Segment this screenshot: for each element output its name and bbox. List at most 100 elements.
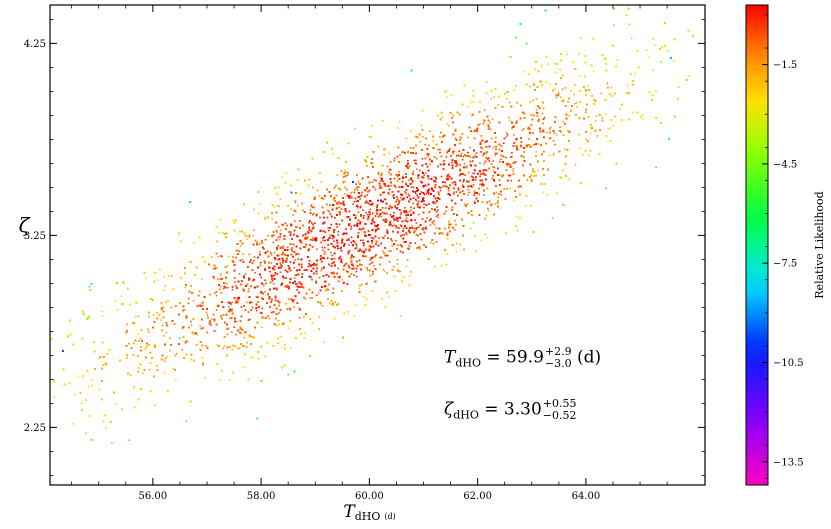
- scatter-point: [660, 122, 662, 124]
- scatter-point: [605, 188, 607, 190]
- scatter-point: [532, 170, 534, 172]
- scatter-point: [528, 73, 530, 75]
- scatter-point: [450, 112, 452, 114]
- scatter-point: [580, 101, 582, 103]
- scatter-point: [595, 130, 597, 132]
- scatter-point: [560, 60, 562, 62]
- scatter-point: [585, 94, 587, 96]
- scatter-point: [53, 397, 55, 399]
- scatter-point: [80, 392, 82, 394]
- scatter-point: [221, 292, 223, 294]
- scatter-point: [279, 324, 281, 326]
- scatter-point: [661, 47, 663, 49]
- scatter-point: [397, 263, 399, 265]
- scatter-point: [86, 318, 88, 320]
- scatter-point: [546, 132, 548, 134]
- scatter-point: [399, 121, 401, 123]
- scatter-point: [190, 359, 192, 361]
- scatter-point: [64, 384, 66, 386]
- scatter-point: [462, 104, 464, 106]
- scatter-point: [459, 114, 461, 116]
- scatter-point: [241, 231, 243, 233]
- scatter-point: [226, 233, 228, 235]
- scatter-point: [591, 127, 593, 129]
- scatter-point: [213, 268, 215, 270]
- scatter-point: [537, 86, 539, 88]
- scatter-point: [224, 233, 226, 235]
- scatter-point: [613, 125, 615, 127]
- scatter-point: [258, 358, 260, 360]
- scatter-point: [122, 303, 124, 305]
- scatter-point: [308, 185, 310, 187]
- scatter-point: [560, 177, 562, 179]
- scatter-point: [190, 401, 192, 403]
- scatter-point: [370, 136, 372, 138]
- scatter-point: [222, 348, 224, 350]
- scatter-point: [664, 22, 666, 24]
- scatter-point: [219, 232, 221, 234]
- scatter-point: [419, 248, 421, 250]
- scatter-point: [233, 220, 235, 222]
- scatter-point: [491, 98, 493, 100]
- scatter-point: [82, 311, 84, 313]
- scatter-point: [355, 128, 357, 130]
- scatter-point: [383, 269, 385, 271]
- scatter-point: [585, 62, 587, 64]
- scatter-point: [337, 174, 339, 176]
- scatter-point: [309, 297, 311, 299]
- scatter-point: [481, 135, 483, 137]
- scatter-point: [351, 242, 353, 244]
- scatter-point: [235, 220, 237, 222]
- scatter-point: [119, 360, 121, 362]
- scatter-point: [233, 345, 235, 347]
- scatter-point: [184, 267, 186, 269]
- scatter-point: [377, 146, 379, 148]
- scatter-point: [180, 241, 182, 243]
- scatter-point: [121, 295, 123, 297]
- scatter-point: [436, 144, 438, 146]
- scatter-point: [535, 175, 537, 177]
- scatter-point: [229, 379, 231, 381]
- scatter-point: [533, 115, 535, 117]
- scatter-point: [161, 302, 163, 304]
- scatter-point: [541, 65, 543, 67]
- scatter-point: [101, 311, 103, 313]
- scatter-point: [425, 138, 427, 140]
- scatter-point: [579, 90, 581, 92]
- scatter-point: [533, 84, 535, 86]
- scatter-point: [211, 256, 213, 258]
- scatter-point: [222, 232, 224, 234]
- scatter-point: [166, 356, 168, 358]
- scatter-point: [133, 387, 135, 389]
- scatter-point: [277, 342, 279, 344]
- scatter-point: [89, 415, 91, 417]
- scatter-point: [334, 318, 336, 320]
- scatter-point: [602, 120, 604, 122]
- scatter-point: [190, 261, 192, 263]
- scatter-point: [498, 207, 500, 209]
- scatter-point: [202, 256, 204, 258]
- scatter-point: [179, 337, 181, 339]
- scatter-point: [290, 185, 292, 187]
- scatter-point: [632, 112, 634, 114]
- scatter-point: [309, 355, 311, 357]
- scatter-point: [295, 337, 297, 339]
- scatter-point: [348, 143, 350, 145]
- scatter-point: [520, 105, 522, 107]
- scatter-point: [535, 69, 537, 71]
- scatter-point: [102, 315, 104, 317]
- scatter-point: [440, 119, 442, 121]
- scatter-point: [272, 204, 274, 206]
- scatter-point: [344, 181, 346, 183]
- scatter-point: [274, 206, 276, 208]
- scatter-point: [493, 96, 495, 98]
- scatter-point: [153, 314, 155, 316]
- scatter-point: [545, 143, 547, 145]
- scatter-point: [352, 181, 354, 183]
- scatter-point: [384, 271, 386, 273]
- scatter-point: [486, 215, 488, 217]
- scatter-point: [251, 336, 253, 338]
- scatter-point: [541, 84, 543, 86]
- scatter-point: [487, 237, 489, 239]
- scatter-point: [358, 186, 360, 188]
